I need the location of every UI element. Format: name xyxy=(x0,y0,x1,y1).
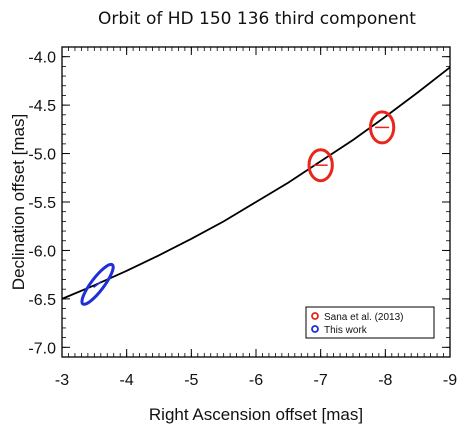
x-tick-label: -9 xyxy=(443,372,457,389)
orbit-curve xyxy=(61,66,451,300)
data-marks xyxy=(80,110,396,306)
legend-label-sana: Sana et al. (2013) xyxy=(324,312,404,323)
chart-title: Orbit of HD 150 136 third component xyxy=(98,9,416,29)
y-tick-label: -5.5 xyxy=(28,195,56,212)
legend: Sana et al. (2013) This work xyxy=(305,306,435,339)
legend-label-this-work: This work xyxy=(324,325,368,336)
sana-error-ellipse xyxy=(368,110,396,145)
x-tick-label: -6 xyxy=(249,372,263,389)
x-axis-label: Right Ascension offset [mas] xyxy=(149,405,363,424)
y-tick-label: -4.0 xyxy=(28,50,56,67)
y-tick-label: -5.0 xyxy=(28,147,56,164)
x-tick-label: -4 xyxy=(120,372,134,389)
x-tick-label: -5 xyxy=(184,372,198,389)
legend-marker-sana xyxy=(311,312,319,320)
y-tick-label: -6.0 xyxy=(28,243,56,260)
y-tick-label: -6.5 xyxy=(28,292,56,309)
this-work-center-mark xyxy=(93,280,103,288)
x-tick-label: -7 xyxy=(314,372,328,389)
y-tick-label: -4.5 xyxy=(28,98,56,115)
legend-marker-this-work xyxy=(311,325,319,333)
plot-frame xyxy=(61,46,451,358)
orbit-layer xyxy=(61,66,451,300)
this-work-error-ellipse xyxy=(80,262,115,306)
sana-error-ellipse xyxy=(307,148,334,183)
x-tick-label: -3 xyxy=(55,372,69,389)
y-tick-label: -7.0 xyxy=(28,340,56,357)
x-tick-label: -8 xyxy=(378,372,392,389)
y-axis-label: Declination offset [mas] xyxy=(9,114,28,290)
legend-box xyxy=(305,306,435,339)
